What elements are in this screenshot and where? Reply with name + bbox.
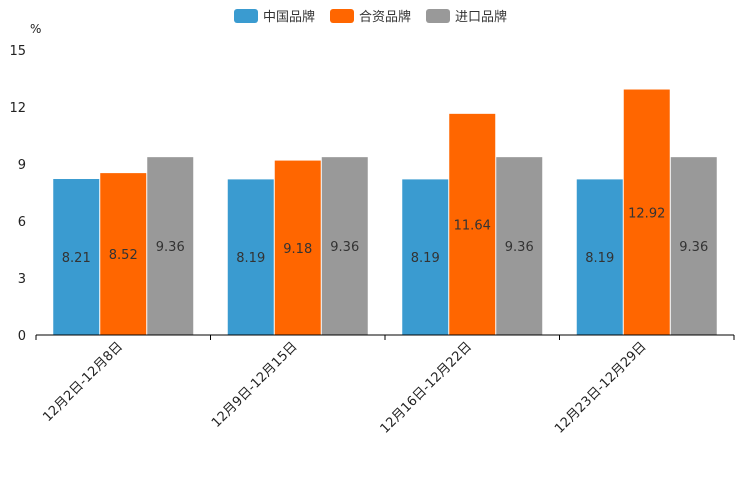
legend-label: 中国品牌 [263, 9, 315, 25]
y-tick-label: 0 [18, 329, 26, 344]
data-label: 9.36 [330, 240, 359, 255]
y-tick-label: 9 [18, 158, 26, 173]
data-label: 9.36 [156, 240, 185, 255]
data-label: 8.21 [62, 251, 91, 266]
legend-swatch [426, 9, 450, 23]
legend-swatch [234, 9, 258, 23]
data-label: 9.18 [283, 242, 312, 257]
y-axis: 0 3 6 9 12 15 [9, 44, 26, 344]
legend-label: 合资品牌 [359, 9, 411, 25]
legend-item[interactable]: 合资品牌 [330, 9, 411, 25]
x-tick-label: 12月9日-12月15日 [209, 339, 301, 431]
legend-item[interactable]: 进口品牌 [426, 9, 507, 25]
bar [274, 160, 321, 335]
y-tick-label: 15 [9, 44, 26, 59]
data-label: 12.92 [628, 206, 665, 221]
bar [100, 173, 147, 335]
legend-label: 进口品牌 [455, 9, 507, 25]
bar [147, 157, 194, 335]
bars [53, 89, 717, 336]
data-label: 9.36 [679, 240, 708, 255]
bar [227, 179, 274, 335]
bar [576, 179, 623, 335]
legend-swatch [330, 9, 354, 23]
x-tick-label: 12月16日-12月22日 [378, 339, 475, 436]
legend-item[interactable]: 中国品牌 [234, 9, 315, 25]
data-label: 8.19 [411, 251, 440, 266]
x-tick-label: 12月23日-12月29日 [552, 339, 649, 436]
value-labels: 8.21 8.52 9.36 8.19 9.18 9.36 8.19 11.64 9.36 8.1… [62, 206, 708, 266]
x-tick-label: 12月2日-12月8日 [40, 339, 126, 425]
y-axis-unit-label: % [30, 22, 41, 36]
y-tick-label: 12 [9, 101, 26, 116]
bar [623, 89, 670, 336]
data-label: 11.64 [454, 218, 491, 233]
bar [402, 179, 449, 335]
bar [670, 157, 717, 335]
legend: 中国品牌 合资品牌 进口品牌 [234, 9, 507, 25]
y-tick-label: 6 [18, 215, 26, 230]
data-label: 8.19 [236, 251, 265, 266]
bar [496, 157, 543, 335]
bar [449, 113, 496, 335]
y-tick-label: 3 [18, 272, 26, 287]
x-axis: 12月2日-12月8日 12月9日-12月15日 12月16日-12月22日 12月2… [35, 334, 735, 437]
data-label: 8.19 [585, 251, 614, 266]
bar [321, 157, 368, 335]
data-label: 9.36 [505, 240, 534, 255]
data-label: 8.52 [109, 248, 138, 263]
bar [53, 179, 100, 335]
